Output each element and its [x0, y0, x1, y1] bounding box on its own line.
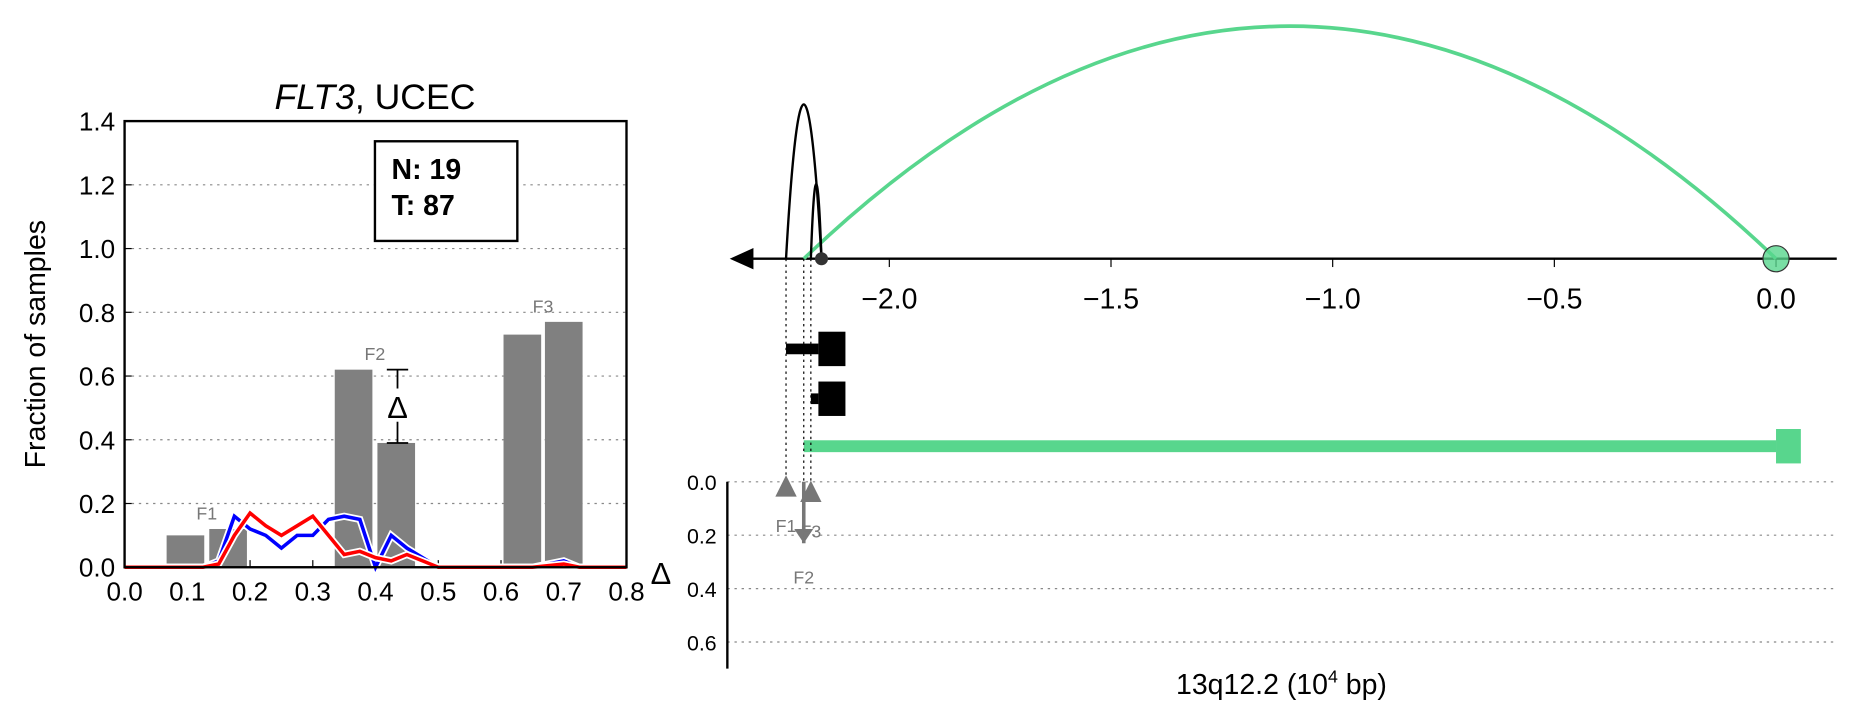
y-tick-label: 0.6	[687, 631, 717, 655]
anchor	[1762, 245, 1790, 273]
link-arc	[802, 24, 1778, 261]
anchor	[814, 252, 829, 266]
x-tick-label: 0.5	[420, 576, 456, 606]
x-tick-label: −0.5	[1526, 284, 1582, 316]
y-tick-label: 0.2	[79, 489, 115, 519]
x-label-sup: 4	[1328, 666, 1338, 686]
x-tick-label: −1.5	[1083, 284, 1139, 316]
x-tick-label: −2.0	[861, 284, 917, 316]
bar-group-label: F1	[196, 504, 217, 524]
gene-exon	[818, 381, 846, 416]
delta-label-bg	[383, 388, 412, 422]
gene-exon	[1776, 429, 1801, 464]
y-tick-label: 0.0	[687, 471, 717, 495]
x-tick-label: 0.8	[608, 576, 644, 606]
feature-marker	[800, 480, 822, 502]
y-tick-label: 0.0	[79, 553, 115, 583]
y-tick-label: 0.6	[79, 362, 115, 392]
gene-body	[803, 440, 1777, 453]
x-tick-label: 0.0	[1756, 284, 1796, 316]
title-rest: , UCEC	[355, 77, 476, 117]
gene-exon	[818, 331, 846, 367]
feature-arrowhead	[794, 528, 814, 544]
title-gene: FLT3	[274, 77, 355, 117]
legend-box	[373, 140, 519, 243]
gene-body	[786, 343, 819, 355]
legend-text: T: 87	[392, 190, 455, 222]
legend-text: N: 19	[392, 154, 462, 186]
x-tick-label: 0.0	[106, 576, 142, 606]
y-tick-label: 0.4	[79, 425, 115, 455]
x-tick-label: 0.4	[357, 576, 393, 606]
y-tick-label: 0.2	[687, 525, 717, 549]
delta-axis-label: Δ	[651, 556, 672, 591]
left-title: FLT3, UCEC	[274, 77, 475, 117]
link-arc	[784, 103, 823, 259]
y-tick-label: 0.8	[79, 298, 115, 328]
bar-group-label: F2	[365, 344, 386, 364]
y-tick-label: 0.4	[687, 578, 717, 602]
axis-arrow	[729, 248, 754, 270]
x-tick-label: 0.2	[232, 576, 268, 606]
bar	[166, 535, 205, 568]
x-tick-label: 0.7	[546, 576, 582, 606]
feature-label: F1	[776, 516, 797, 536]
feature-label: F3	[800, 522, 821, 542]
x-label-tail: bp)	[1338, 669, 1387, 701]
link-arc	[809, 183, 823, 259]
y-axis-label: Fraction of samples	[20, 220, 52, 468]
y-tick-label: 1.2	[79, 170, 115, 200]
x-tick-label: 0.1	[169, 576, 205, 606]
plot-frame	[123, 119, 628, 569]
y-tick-label: 1.4	[79, 107, 115, 137]
bar-group-label: F3	[533, 296, 554, 316]
bar	[503, 334, 542, 568]
y-tick-label: 1.0	[79, 234, 115, 264]
bar	[544, 321, 583, 568]
x-axis-label: 13q12.2 (104 bp)	[1176, 666, 1387, 701]
gene-body	[810, 393, 819, 405]
feature-marker	[775, 475, 797, 497]
x-tick-label: 0.3	[295, 576, 331, 606]
delta-label: Δ	[387, 390, 408, 425]
x-tick-label: −1.0	[1305, 284, 1361, 316]
x-tick-label: 0.6	[483, 576, 519, 606]
feature-label: F2	[793, 568, 814, 588]
x-label-text: 13q12.2 (10	[1176, 669, 1328, 701]
